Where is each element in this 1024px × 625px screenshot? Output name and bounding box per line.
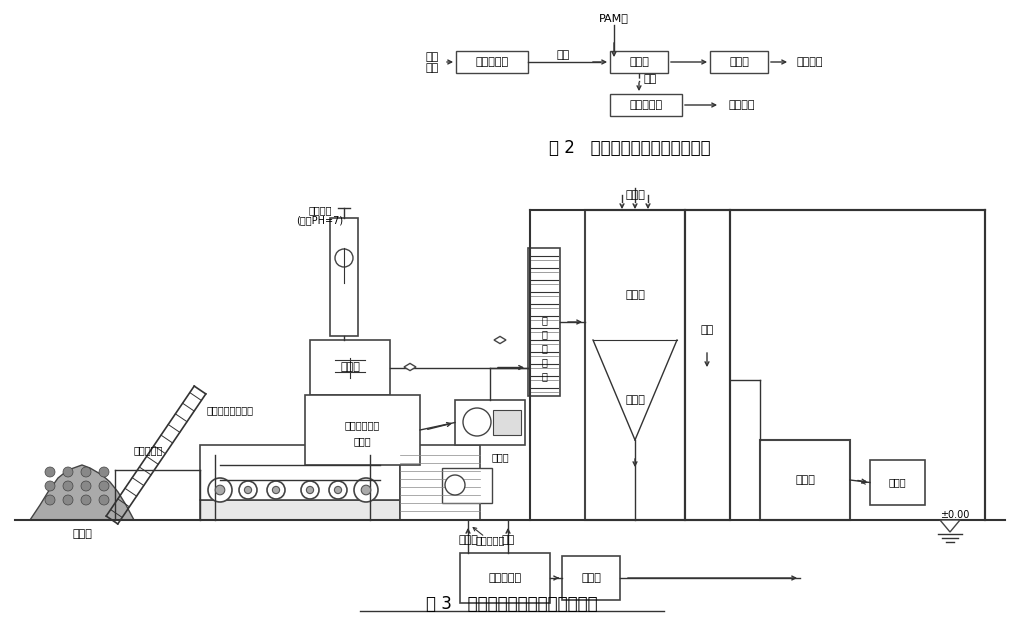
Text: ±0.00: ±0.00 xyxy=(940,510,970,520)
Text: 清水池: 清水池 xyxy=(795,475,815,485)
Text: 滤液: 滤液 xyxy=(502,535,515,545)
Bar xyxy=(310,340,390,395)
Circle shape xyxy=(329,481,347,499)
Text: 图 2   高效废水处理系统工艺流程: 图 2 高效废水处理系统工艺流程 xyxy=(549,139,711,157)
Text: 浓泥浆: 浓泥浆 xyxy=(625,395,645,405)
Bar xyxy=(456,51,528,73)
Text: 一级沉淀池: 一级沉淀池 xyxy=(475,57,509,67)
Bar xyxy=(200,445,400,500)
Circle shape xyxy=(335,486,342,494)
Bar xyxy=(760,440,850,520)
Text: 道: 道 xyxy=(541,329,547,339)
Bar xyxy=(455,400,525,445)
Circle shape xyxy=(99,481,109,491)
Circle shape xyxy=(335,249,353,267)
Bar xyxy=(610,51,668,73)
Text: 冲洗: 冲洗 xyxy=(425,52,438,62)
Circle shape xyxy=(63,481,73,491)
Text: 沉淀罐: 沉淀罐 xyxy=(629,57,649,67)
Bar xyxy=(710,51,768,73)
Text: 废水: 废水 xyxy=(425,63,438,73)
Bar xyxy=(870,460,925,505)
Text: 器: 器 xyxy=(541,371,547,381)
Circle shape xyxy=(208,478,232,502)
Polygon shape xyxy=(404,363,416,371)
Text: 絮凝剂溶解液: 絮凝剂溶解液 xyxy=(345,420,380,430)
Text: 浓密罐: 浓密罐 xyxy=(625,290,645,300)
Circle shape xyxy=(63,467,73,477)
Text: 干泥外运: 干泥外运 xyxy=(729,100,756,110)
Circle shape xyxy=(63,495,73,505)
Text: 储存池: 储存池 xyxy=(353,436,372,446)
Text: 自流: 自流 xyxy=(556,50,569,60)
Text: 循环使用: 循环使用 xyxy=(797,57,823,67)
Bar xyxy=(685,210,730,520)
Circle shape xyxy=(301,481,319,499)
Text: 放水龙头: 放水龙头 xyxy=(308,205,332,215)
Text: 清洗泵: 清洗泵 xyxy=(889,478,906,488)
Bar xyxy=(400,445,480,520)
Circle shape xyxy=(361,485,371,495)
Text: 清水: 清水 xyxy=(700,325,714,335)
Circle shape xyxy=(245,486,252,494)
Bar xyxy=(610,94,682,116)
Text: 清水池: 清水池 xyxy=(729,57,749,67)
Text: 带式压滤机: 带式压滤机 xyxy=(630,100,663,110)
Text: 图 3   高效废水处理系统设备示意图: 图 3 高效废水处理系统设备示意图 xyxy=(426,595,598,613)
Circle shape xyxy=(81,467,91,477)
Bar xyxy=(585,210,685,520)
Circle shape xyxy=(272,486,280,494)
Text: 管: 管 xyxy=(541,315,547,325)
Text: 合: 合 xyxy=(541,357,547,367)
Polygon shape xyxy=(940,520,961,532)
Bar xyxy=(460,553,550,603)
Text: 空气压缩机: 空气压缩机 xyxy=(475,535,505,545)
Circle shape xyxy=(354,478,378,502)
Circle shape xyxy=(215,485,225,495)
Text: PAM药: PAM药 xyxy=(599,13,629,23)
Bar xyxy=(528,248,560,396)
Bar xyxy=(200,500,400,520)
Circle shape xyxy=(81,495,91,505)
Text: (清水PH=7): (清水PH=7) xyxy=(296,215,344,225)
Circle shape xyxy=(99,467,109,477)
Text: 龙粤牌带式压滤机: 龙粤牌带式压滤机 xyxy=(207,405,254,415)
Circle shape xyxy=(239,481,257,499)
Bar xyxy=(305,395,420,465)
Circle shape xyxy=(99,495,109,505)
Text: 药剂泵: 药剂泵 xyxy=(492,452,509,462)
Polygon shape xyxy=(494,336,506,344)
Bar xyxy=(330,218,358,336)
Bar xyxy=(493,410,521,435)
Text: 滤液: 滤液 xyxy=(643,74,656,84)
Bar xyxy=(442,468,492,503)
Circle shape xyxy=(45,467,55,477)
Text: 泥浆水: 泥浆水 xyxy=(625,190,645,200)
Circle shape xyxy=(445,475,465,495)
Text: 皮带输送机: 皮带输送机 xyxy=(133,445,163,455)
Circle shape xyxy=(306,486,313,494)
Circle shape xyxy=(45,481,55,491)
Text: 回抽泵: 回抽泵 xyxy=(581,573,601,583)
Text: 干泥场: 干泥场 xyxy=(72,529,92,539)
Text: 冲洗水: 冲洗水 xyxy=(458,535,478,545)
Circle shape xyxy=(267,481,285,499)
Circle shape xyxy=(45,495,55,505)
Polygon shape xyxy=(30,465,134,520)
Bar xyxy=(562,556,620,600)
Circle shape xyxy=(463,408,490,436)
Text: 搅拌池: 搅拌池 xyxy=(340,362,360,372)
Circle shape xyxy=(81,481,91,491)
Text: 混: 混 xyxy=(541,343,547,353)
Text: 滤液中转池: 滤液中转池 xyxy=(488,573,521,583)
